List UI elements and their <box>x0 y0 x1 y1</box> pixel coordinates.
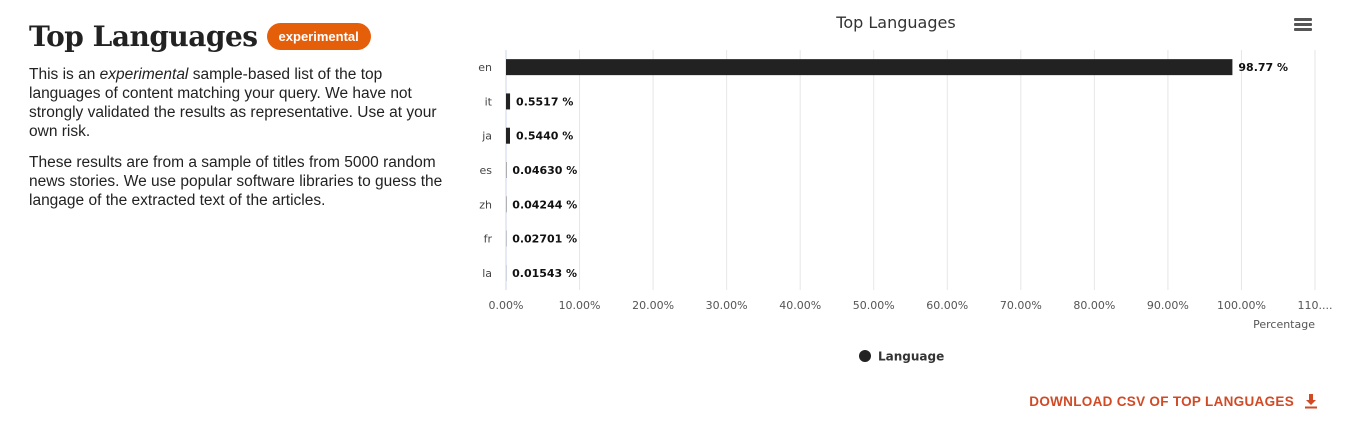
x-tick-label: 90.00% <box>1147 299 1189 312</box>
top-languages-chart: Top Languages 98.77 % 0.5517 % 0.5440 % 0.0… <box>460 0 1340 380</box>
category-label-la: la <box>482 267 492 280</box>
x-tick-label: 110.... <box>1298 299 1333 312</box>
legend-marker <box>859 350 871 362</box>
chart-grid <box>505 50 1316 290</box>
section-title: Top Languages <box>29 20 258 53</box>
data-label-es: 0.04630 % <box>512 164 577 177</box>
download-label: DOWNLOAD CSV OF TOP LANGUAGES <box>1029 393 1294 409</box>
experimental-badge: experimental <box>266 23 371 50</box>
para1-pre: This is an <box>29 66 100 83</box>
chart-svg: Top Languages 98.77 % 0.5517 % 0.5440 % 0.0… <box>478 13 1333 364</box>
bar-en[interactable] <box>506 59 1233 76</box>
download-csv-button[interactable]: DOWNLOAD CSV OF TOP LANGUAGES <box>1029 393 1318 409</box>
data-label-zh: 0.04244 % <box>512 198 577 211</box>
x-tick-label: 10.00% <box>559 299 601 312</box>
x-tick-label: 20.00% <box>632 299 674 312</box>
menu-line <box>1294 28 1312 31</box>
x-tick-labels: 0.00% 10.00% 20.00% 30.00% 40.00% 50.00% 60.00… <box>489 299 1333 312</box>
hamburger-menu-icon[interactable] <box>1294 18 1312 34</box>
category-label-zh: zh <box>479 198 492 211</box>
category-label-es: es <box>480 164 493 177</box>
x-tick-label: 0.00% <box>489 299 524 312</box>
description-panel: Top Languages experimental This is an ex… <box>29 20 449 222</box>
chart-title: Top Languages <box>835 13 955 32</box>
x-tick-label: 80.00% <box>1073 299 1115 312</box>
data-label-fr: 0.02701 % <box>512 233 577 246</box>
legend[interactable]: Language <box>859 350 944 364</box>
menu-line <box>1294 18 1312 21</box>
x-tick-label: 60.00% <box>926 299 968 312</box>
x-tick-label: 30.00% <box>706 299 748 312</box>
data-label-en: 98.77 % <box>1238 61 1288 74</box>
description-paragraph-2: These results are from a sample of title… <box>29 154 443 209</box>
x-tick-label: 40.00% <box>779 299 821 312</box>
description-paragraph-1: This is an experimental sample-based lis… <box>29 65 449 141</box>
category-label-fr: fr <box>484 233 493 246</box>
chart-bars: 98.77 % 0.5517 % 0.5440 % 0.04630 % 0.04244 … <box>506 59 1288 281</box>
x-tick-label: 50.00% <box>853 299 895 312</box>
data-label-ja: 0.5440 % <box>516 130 573 143</box>
menu-line <box>1294 23 1312 26</box>
download-icon <box>1305 394 1317 409</box>
category-label-ja: ja <box>481 130 492 143</box>
x-tick-label: 100.00% <box>1217 299 1266 312</box>
bar-ja[interactable] <box>506 127 511 144</box>
para1-emphasis: experimental <box>99 66 189 83</box>
category-label-en: en <box>478 61 492 74</box>
section-heading: Top Languages experimental <box>29 20 449 53</box>
category-labels: en it ja es zh fr la <box>478 61 492 280</box>
x-tick-label: 70.00% <box>1000 299 1042 312</box>
x-axis-label: Percentage <box>1253 318 1315 331</box>
category-label-it: it <box>485 95 493 108</box>
para1-post: sample-based list of the top languages o… <box>29 66 437 140</box>
data-label-it: 0.5517 % <box>516 95 573 108</box>
bar-it[interactable] <box>506 93 511 110</box>
legend-label[interactable]: Language <box>878 350 944 364</box>
data-label-la: 0.01543 % <box>512 267 577 280</box>
